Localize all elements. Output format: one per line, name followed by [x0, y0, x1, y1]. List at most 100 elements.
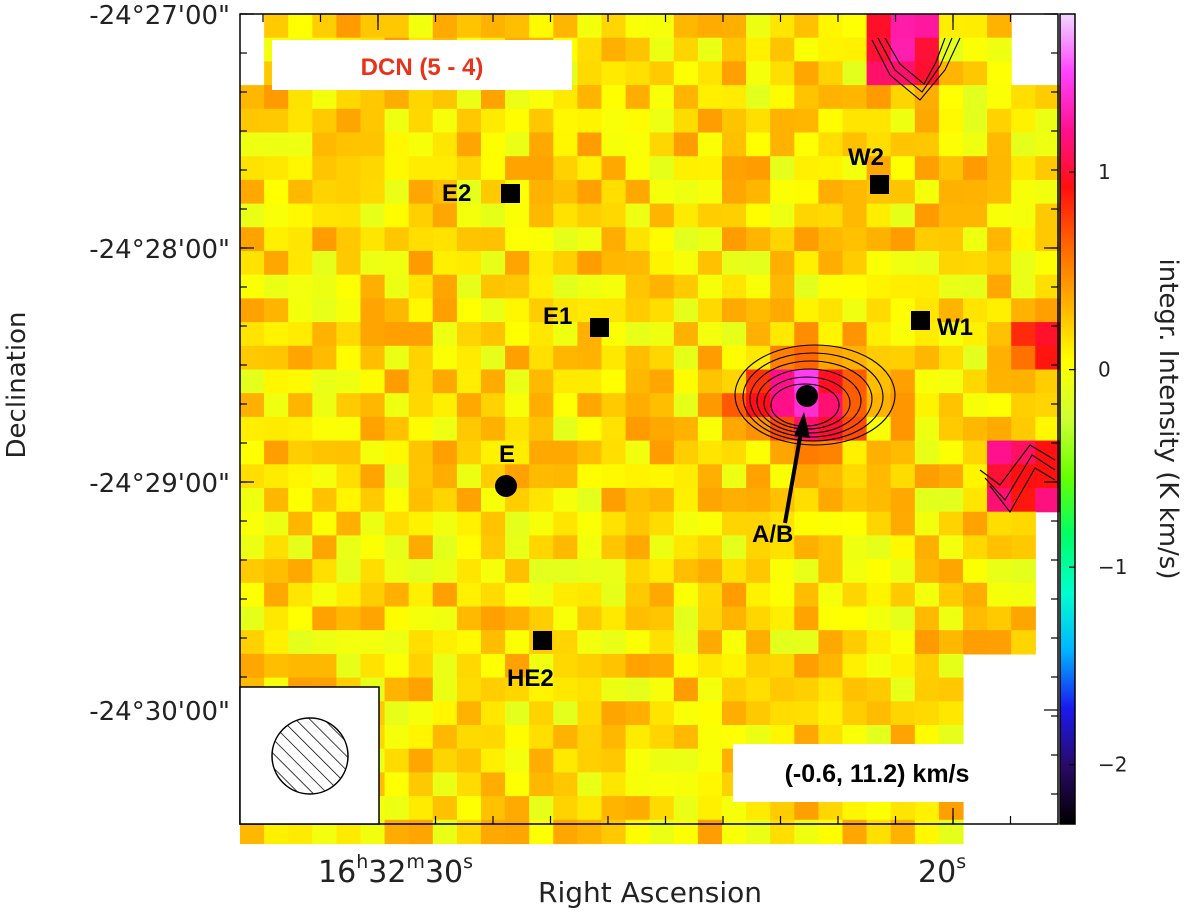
heatmap-cell — [384, 677, 410, 702]
heatmap-cell — [673, 37, 699, 62]
heatmap-cell — [746, 440, 771, 465]
heatmap-cell — [481, 416, 506, 442]
heatmap-cell — [288, 511, 313, 536]
heatmap-cell — [432, 748, 458, 773]
heatmap-cell — [649, 179, 675, 205]
heatmap-cell — [649, 725, 675, 750]
heatmap-cell — [336, 251, 362, 276]
heatmap-cell — [432, 677, 458, 702]
heatmap-cell — [529, 535, 554, 560]
heatmap-cell — [384, 535, 410, 560]
heatmap-cell — [384, 772, 410, 797]
heatmap-cell — [336, 108, 362, 134]
heatmap-cell — [987, 606, 1012, 631]
heatmap-cell — [1011, 203, 1036, 228]
heatmap-cell — [264, 227, 289, 252]
heatmap-cell — [625, 416, 651, 442]
heatmap-cell — [649, 440, 675, 465]
heatmap-cell — [963, 559, 988, 584]
heatmap-cell — [818, 85, 844, 110]
heatmap-cell — [697, 108, 723, 134]
heatmap-cell — [938, 393, 964, 418]
heatmap-cell — [963, 511, 988, 536]
heatmap-cell — [794, 274, 819, 299]
heatmap-cell — [360, 559, 386, 584]
heatmap-cell — [938, 37, 964, 62]
heatmap-cell — [360, 345, 386, 371]
heatmap-cell — [649, 85, 675, 110]
heatmap-cell — [288, 14, 313, 39]
colorbar-ticks: 1 0 −1 −2 — [1069, 160, 1127, 777]
heatmap-cell — [529, 677, 554, 702]
heatmap-cell — [408, 772, 434, 797]
heatmap-cell — [794, 345, 819, 371]
heatmap-cell — [336, 440, 362, 465]
heatmap-cell — [842, 677, 868, 702]
heatmap-cell — [963, 488, 988, 513]
heatmap-cell — [625, 440, 651, 465]
heatmap-cell — [914, 37, 940, 62]
contour-line — [742, 352, 884, 442]
heatmap-cell — [360, 369, 386, 394]
heatmap-cell — [818, 156, 844, 181]
heatmap-cell — [432, 298, 458, 323]
heatmap-cell — [336, 274, 362, 299]
heatmap-cell — [432, 559, 458, 584]
heatmap-cell — [432, 156, 458, 181]
heatmap-cell — [384, 416, 410, 442]
heatmap-cell — [938, 179, 964, 205]
x-tick-label: 16h32m30s — [318, 851, 473, 890]
heatmap-cell — [770, 630, 795, 655]
heatmap-cell — [1011, 393, 1036, 418]
heatmap-cell — [722, 156, 747, 181]
source-label-E2: E2 — [442, 180, 471, 207]
heatmap-cell — [432, 606, 458, 631]
heatmap-cell — [746, 701, 771, 726]
heatmap-cell — [697, 251, 723, 276]
heatmap-cell — [842, 653, 868, 679]
contour-line — [984, 454, 1056, 501]
heatmap-cell — [264, 653, 289, 679]
heatmap-cell — [432, 772, 458, 797]
heatmap-cell — [866, 322, 892, 347]
heatmap-cell — [794, 464, 819, 489]
heatmap-cell — [673, 725, 699, 750]
heatmap-cell — [938, 677, 964, 702]
heatmap-cell — [963, 606, 988, 631]
heatmap-cell — [384, 701, 410, 726]
heatmap-cell — [505, 582, 530, 608]
heatmap-cell — [914, 179, 940, 205]
heatmap-cell — [722, 535, 747, 560]
heatmap-cell — [601, 132, 627, 157]
heatmap-cell — [746, 322, 771, 347]
heatmap-cell — [505, 725, 530, 750]
heatmap-cell — [987, 369, 1012, 394]
heatmap-cell — [722, 701, 747, 726]
heatmap-cell — [529, 701, 554, 726]
heatmap-cell — [553, 345, 578, 371]
heatmap-cell — [336, 179, 362, 205]
heatmap-cell — [360, 511, 386, 536]
heatmap-cell — [529, 298, 554, 323]
heatmap-cell — [890, 14, 916, 39]
heatmap-cell — [649, 796, 675, 821]
heatmap-cell — [794, 606, 819, 631]
heatmap-cell — [987, 535, 1012, 560]
heatmap-cell — [649, 251, 675, 276]
heatmap-cell — [553, 653, 578, 679]
heatmap-cell — [818, 559, 844, 584]
heatmap-cell — [312, 203, 337, 228]
heatmap-cell — [529, 203, 554, 228]
heatmap-cell — [963, 85, 988, 110]
heatmap-cell — [625, 61, 651, 86]
heatmap-cell — [1011, 227, 1036, 252]
heatmap-cell — [770, 179, 795, 205]
heatmap-cell — [312, 179, 337, 205]
heatmap-cell — [312, 322, 337, 347]
heatmap-cell — [456, 606, 482, 631]
heatmap-cell — [481, 772, 506, 797]
heatmap-cell — [697, 653, 723, 679]
heatmap-cell — [577, 796, 603, 821]
heatmap-cell — [890, 345, 916, 371]
heatmap-cell — [987, 582, 1012, 608]
